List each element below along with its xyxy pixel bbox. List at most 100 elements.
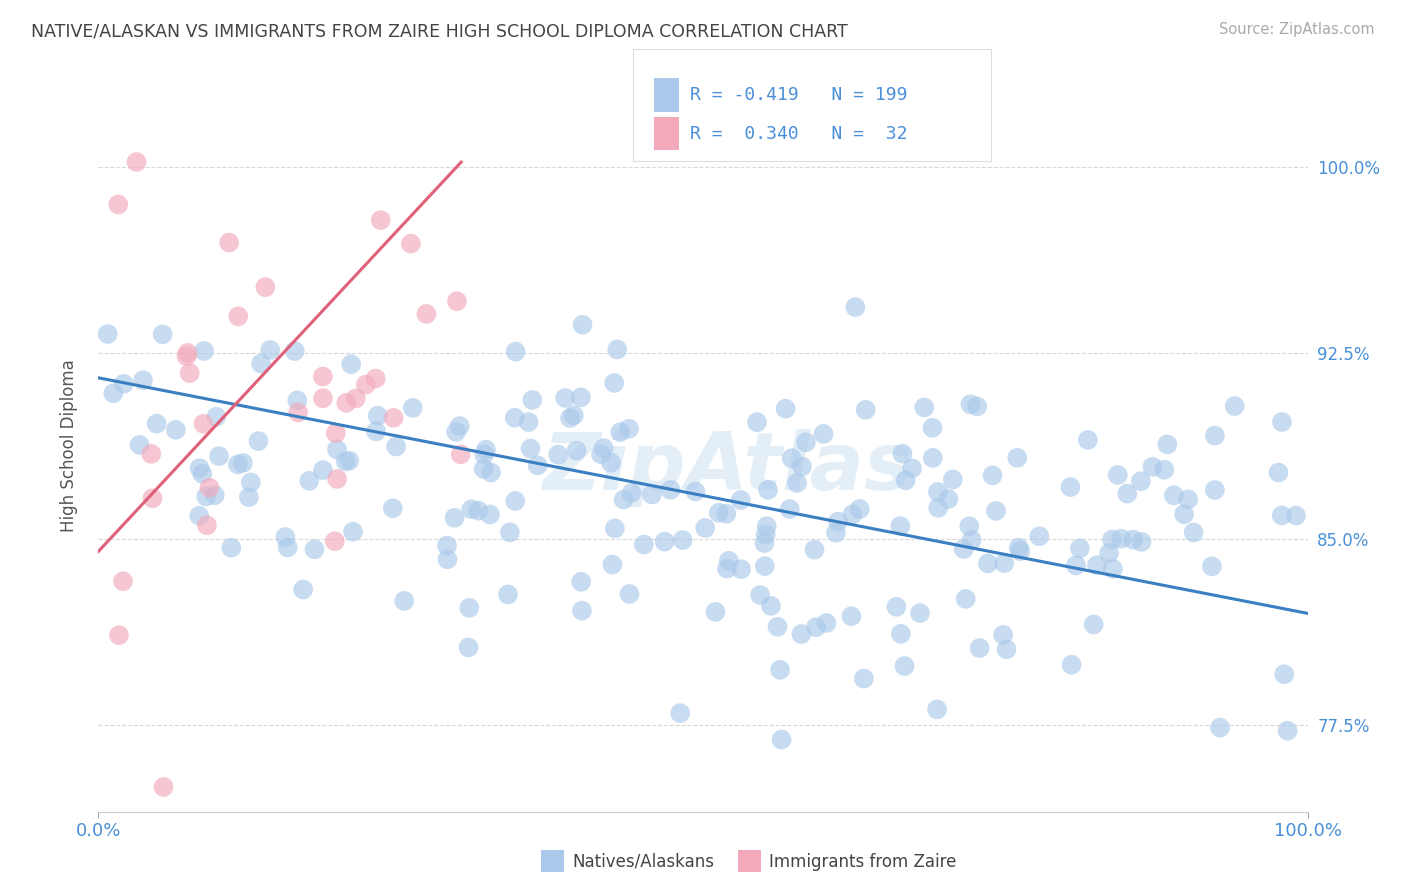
- Point: [450, 447, 472, 461]
- Point: [1271, 415, 1294, 429]
- Point: [326, 442, 349, 457]
- Point: [446, 294, 468, 309]
- Point: [891, 447, 914, 461]
- Point: [354, 377, 377, 392]
- Point: [457, 640, 479, 655]
- Point: [254, 280, 277, 294]
- Point: [790, 627, 813, 641]
- Point: [707, 506, 730, 520]
- Point: [436, 552, 458, 566]
- Point: [472, 447, 495, 461]
- Point: [912, 401, 935, 415]
- Point: [284, 344, 307, 359]
- Point: [125, 155, 148, 169]
- Point: [613, 492, 636, 507]
- Point: [285, 393, 308, 408]
- Point: [128, 438, 150, 452]
- Point: [790, 459, 813, 474]
- Point: [165, 423, 187, 437]
- Point: [193, 417, 215, 431]
- Point: [247, 434, 270, 448]
- Point: [1204, 428, 1226, 442]
- Point: [745, 415, 768, 429]
- Point: [558, 411, 581, 425]
- Point: [1156, 437, 1178, 451]
- Point: [205, 409, 228, 424]
- Point: [841, 609, 863, 624]
- Point: [239, 475, 262, 490]
- Point: [927, 500, 949, 515]
- Point: [460, 502, 482, 516]
- Point: [1129, 474, 1152, 488]
- Point: [141, 447, 163, 461]
- Point: [298, 474, 321, 488]
- Point: [755, 527, 778, 541]
- Point: [600, 456, 623, 470]
- Point: [804, 620, 827, 634]
- Point: [198, 481, 221, 495]
- Point: [562, 408, 585, 422]
- Point: [145, 417, 167, 431]
- Point: [952, 542, 974, 557]
- Point: [921, 450, 943, 465]
- Point: [467, 504, 489, 518]
- Point: [132, 373, 155, 387]
- Point: [669, 706, 692, 720]
- Point: [326, 472, 349, 486]
- Point: [571, 318, 593, 332]
- Point: [108, 628, 131, 642]
- Point: [443, 511, 465, 525]
- Point: [779, 502, 801, 516]
- Point: [364, 425, 387, 439]
- Point: [717, 554, 740, 568]
- Point: [505, 344, 527, 359]
- Point: [103, 386, 125, 401]
- Point: [659, 483, 682, 497]
- Point: [901, 461, 924, 475]
- Point: [959, 397, 981, 411]
- Point: [1077, 433, 1099, 447]
- Point: [152, 327, 174, 342]
- Point: [1153, 463, 1175, 477]
- Point: [984, 504, 1007, 518]
- Point: [716, 561, 738, 575]
- Point: [191, 467, 214, 481]
- Point: [855, 402, 877, 417]
- Point: [342, 524, 364, 539]
- Point: [382, 410, 405, 425]
- Point: [312, 369, 335, 384]
- Point: [921, 421, 943, 435]
- Point: [1007, 541, 1029, 555]
- Point: [112, 376, 135, 391]
- Point: [141, 491, 163, 506]
- Point: [1204, 483, 1226, 497]
- Point: [325, 426, 347, 441]
- Point: [1173, 507, 1195, 521]
- Point: [592, 441, 614, 455]
- Point: [908, 606, 931, 620]
- Point: [654, 534, 676, 549]
- Point: [769, 663, 792, 677]
- Point: [226, 458, 249, 472]
- Point: [394, 594, 416, 608]
- Point: [641, 487, 664, 501]
- Y-axis label: High School Diploma: High School Diploma: [59, 359, 77, 533]
- Point: [755, 519, 778, 533]
- Point: [633, 538, 655, 552]
- Point: [337, 453, 360, 467]
- Point: [1069, 541, 1091, 556]
- Point: [107, 197, 129, 211]
- Point: [1028, 529, 1050, 543]
- Point: [893, 659, 915, 673]
- Text: Natives/Alaskans: Natives/Alaskans: [572, 853, 714, 871]
- Point: [370, 213, 392, 227]
- Point: [716, 507, 738, 521]
- Point: [942, 473, 965, 487]
- Point: [304, 542, 326, 557]
- Point: [1101, 562, 1123, 576]
- Point: [312, 391, 335, 405]
- Point: [993, 556, 1015, 570]
- Point: [966, 400, 988, 414]
- Point: [1059, 480, 1081, 494]
- Point: [827, 515, 849, 529]
